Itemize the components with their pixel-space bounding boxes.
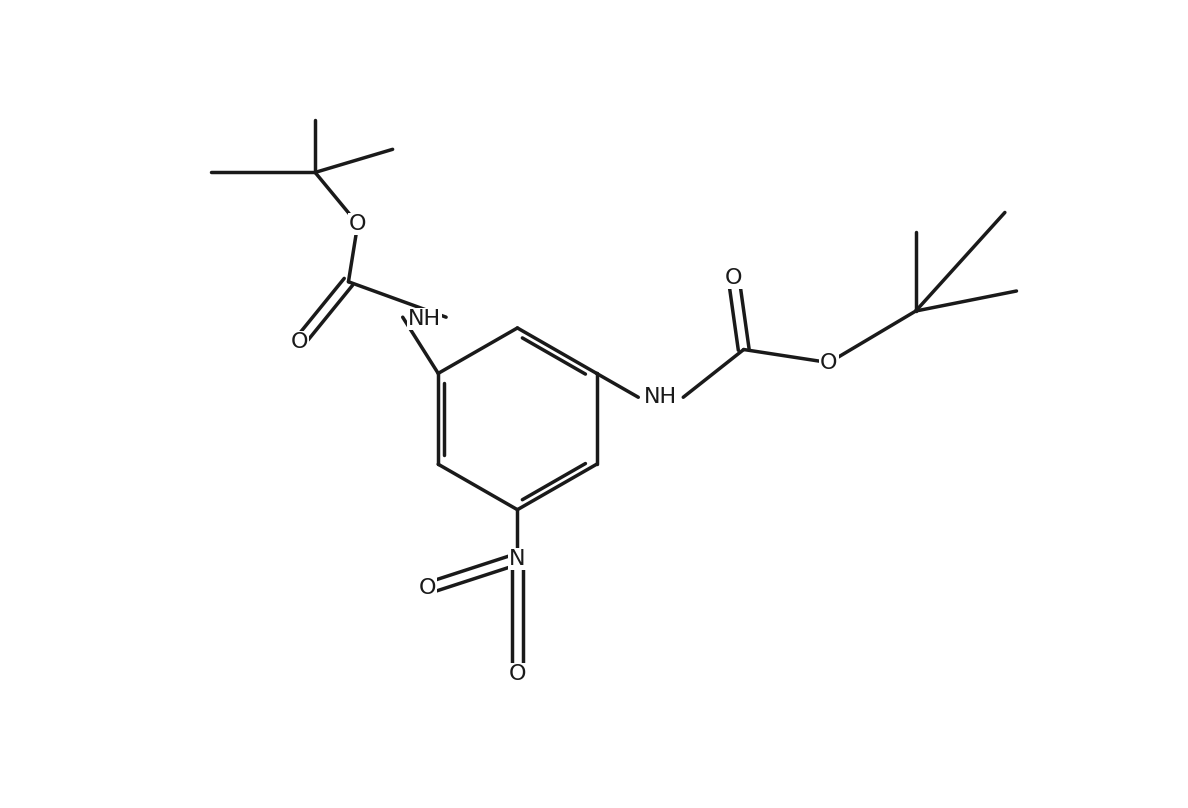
Text: N: N xyxy=(510,549,525,569)
Text: NH: NH xyxy=(644,387,676,407)
Text: NH: NH xyxy=(407,309,441,329)
Text: O: O xyxy=(508,664,526,684)
Text: O: O xyxy=(820,352,838,372)
Text: O: O xyxy=(418,579,436,598)
Text: O: O xyxy=(725,268,742,288)
Text: O: O xyxy=(291,332,309,351)
Text: O: O xyxy=(349,214,367,234)
